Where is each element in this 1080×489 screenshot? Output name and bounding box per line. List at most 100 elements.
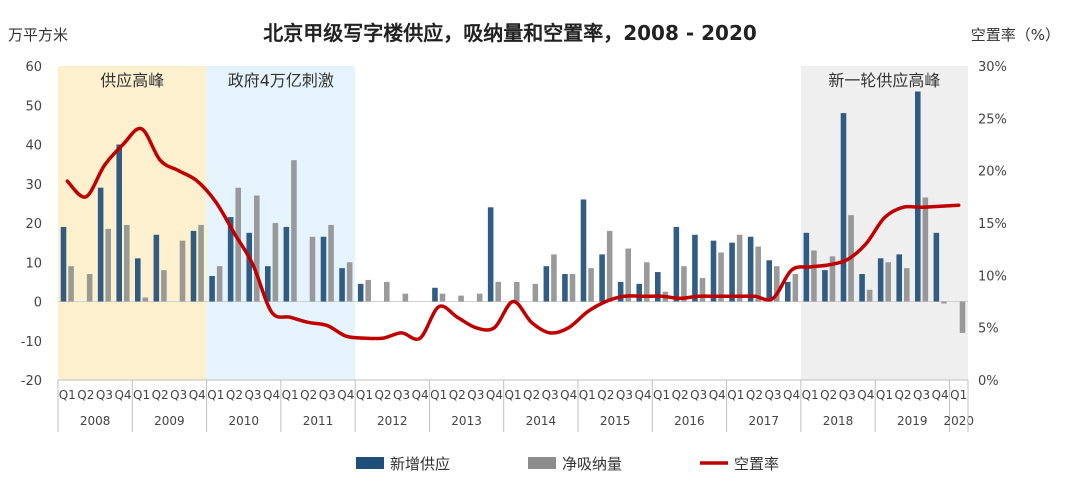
bar-net-absorption: [625, 248, 631, 302]
x-tick-year: 2019: [897, 414, 928, 428]
x-tick-year: 2013: [451, 414, 482, 428]
x-tick-quarter: Q2: [449, 388, 466, 402]
bar-net-absorption: [885, 262, 891, 302]
x-tick-year: 2012: [377, 414, 408, 428]
highlight-region-label: 供应高峰: [100, 71, 164, 90]
bar-new-supply: [562, 274, 568, 302]
legend-label: 新增供应: [390, 455, 450, 473]
bar-net-absorption: [588, 268, 594, 302]
x-tick-quarter: Q3: [764, 388, 781, 402]
x-tick-quarter: Q2: [746, 388, 763, 402]
bar-net-absorption: [755, 246, 761, 302]
x-tick-quarter: Q3: [616, 388, 633, 402]
x-tick-quarter: Q1: [59, 388, 76, 402]
bar-new-supply: [135, 258, 141, 302]
bar-net-absorption: [699, 277, 706, 302]
bar-new-supply: [859, 274, 865, 302]
bar-net-absorption: [198, 224, 204, 302]
x-tick-quarter: Q4: [709, 388, 726, 402]
bar-new-supply: [729, 242, 735, 302]
x-tick-quarter: Q3: [542, 388, 559, 402]
bar-new-supply: [357, 283, 364, 302]
bar-new-supply: [896, 254, 902, 302]
bar-net-absorption: [569, 274, 576, 302]
bar-net-absorption: [402, 293, 409, 302]
highlight-regions: 供应高峰 政府4万亿刺激 新一轮供应高峰: [58, 66, 968, 380]
bar-new-supply: [710, 240, 717, 302]
bar-net-absorption: [606, 230, 613, 302]
bar-new-supply: [599, 254, 605, 302]
x-tick-quarter: Q2: [300, 388, 317, 402]
bar-net-absorption: [272, 223, 279, 302]
bar-net-absorption: [86, 274, 93, 302]
x-tick-quarter: Q4: [932, 388, 949, 402]
x-tick-quarter: Q4: [634, 388, 651, 402]
bar-net-absorption: [922, 197, 929, 302]
x-tick-quarter: Q2: [597, 388, 614, 402]
y-left-tick-label: 60: [25, 60, 42, 75]
x-tick-quarter: Q3: [170, 388, 187, 402]
bar-net-absorption: [476, 293, 483, 302]
x-tick-quarter: Q2: [894, 388, 911, 402]
y-left-tick-label: 10: [25, 256, 42, 271]
x-tick-quarter: Q4: [560, 388, 577, 402]
bar-net-absorption: [866, 289, 873, 302]
bar-new-supply: [840, 113, 847, 302]
x-tick-quarter: Q4: [412, 388, 429, 402]
vacancy-line: [65, 126, 961, 341]
y-right-tick-label: 25%: [978, 112, 1007, 127]
bar-net-absorption: [291, 160, 297, 302]
x-tick-quarter: Q1: [802, 388, 819, 402]
y-left-tick-label: 30: [25, 178, 42, 193]
bar-new-supply: [822, 270, 828, 302]
bar-net-absorption: [346, 262, 353, 302]
x-tick-quarter: Q4: [337, 388, 354, 402]
bar-net-absorption: [495, 281, 501, 302]
x-tick-quarter: Q1: [727, 388, 744, 402]
x-tick-quarter: Q1: [356, 388, 373, 402]
legend-swatch: [356, 457, 384, 469]
y-right-tick-label: 0%: [978, 374, 999, 389]
x-tick-year: 2014: [526, 414, 557, 428]
x-tick-quarter: Q3: [690, 388, 707, 402]
chart-title: 北京甲级写字楼供应，吸纳量和空置率，2008 - 2020: [263, 21, 757, 45]
x-tick-quarter: Q1: [430, 388, 447, 402]
x-tick-quarter: Q1: [207, 388, 224, 402]
bar-net-absorption: [532, 283, 539, 302]
bar-net-absorption: [736, 234, 743, 302]
bar-net-absorption: [439, 293, 446, 302]
y-left-tick-label: 40: [25, 139, 42, 154]
legend-label: 空置率: [734, 455, 779, 473]
bar-net-absorption: [216, 266, 223, 302]
y-left-tick-label: 0: [34, 296, 42, 311]
bar-new-supply: [543, 266, 550, 302]
x-tick-year: 2011: [303, 414, 334, 428]
x-tick-quarter: Q1: [282, 388, 299, 402]
x-tick-quarter: Q3: [839, 388, 856, 402]
highlight-region: [58, 66, 207, 380]
x-tick-quarter: Q3: [913, 388, 930, 402]
x-tick-quarter: Q1: [876, 388, 893, 402]
bar-net-absorption: [309, 236, 316, 302]
bar-new-supply: [209, 275, 215, 302]
bar-new-supply: [692, 234, 698, 302]
x-tick-quarter: Q2: [226, 388, 243, 402]
x-tick-quarter: Q4: [783, 388, 800, 402]
y-right-label: 空置率（%）: [971, 26, 1060, 44]
bar-new-supply: [283, 226, 290, 302]
bar-new-supply: [877, 258, 884, 302]
bar-net-absorption: [384, 281, 390, 302]
x-tick-quarter: Q2: [152, 388, 169, 402]
y-right-tick-label: 10%: [978, 269, 1007, 284]
bar-new-supply: [60, 226, 67, 302]
x-tick-quarter: Q1: [653, 388, 670, 402]
legend-swatch: [528, 457, 556, 469]
bar-net-absorption: [365, 279, 371, 302]
bar-new-supply: [580, 199, 587, 302]
bar-net-absorption: [514, 281, 520, 302]
x-tick-quarter: Q1: [579, 388, 596, 402]
x-tick-year: 2010: [228, 414, 259, 428]
bar-new-supply: [153, 234, 160, 302]
